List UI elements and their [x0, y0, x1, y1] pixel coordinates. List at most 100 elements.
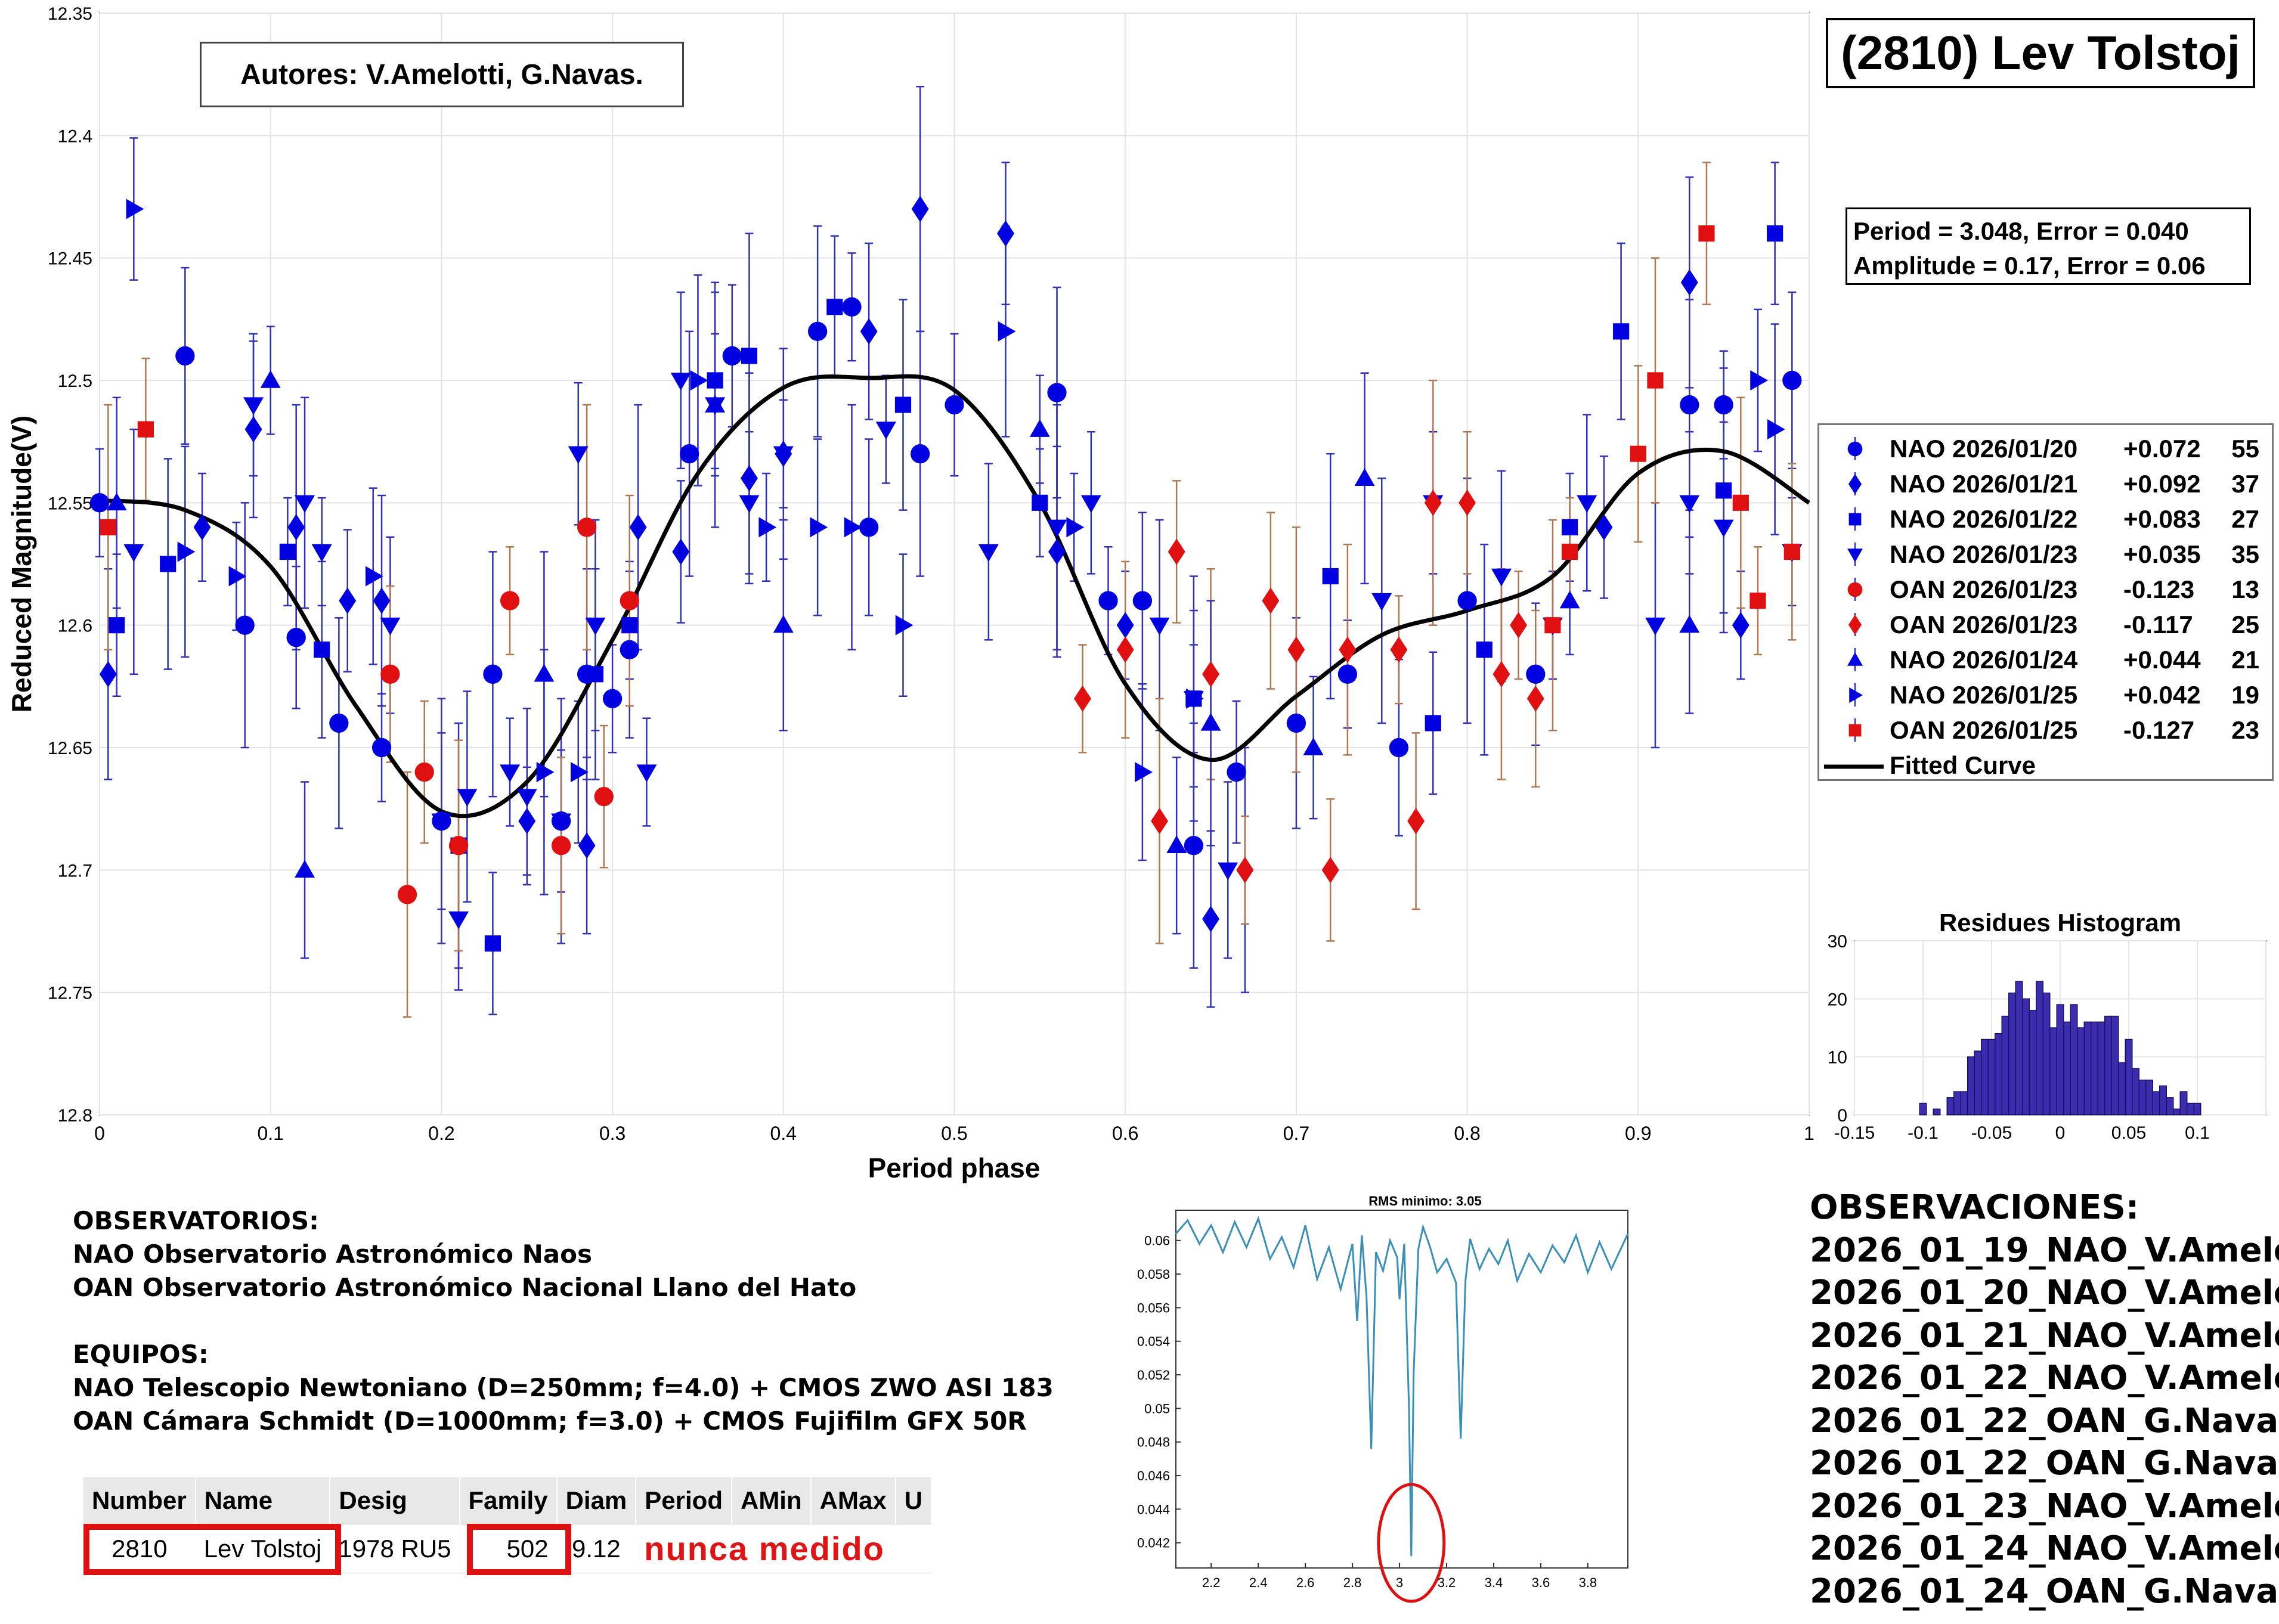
data-point: [587, 666, 604, 683]
data-point: [602, 689, 623, 709]
legend-count: 37: [2231, 470, 2259, 498]
rms-periodogram: RMS minimo: 3.05 2.2 2.4 2.6 2.8 3 3.2 3.4 3.6 3…: [1137, 1194, 1629, 1603]
rms-y-tick-label: 0.042: [1137, 1536, 1170, 1551]
data-point: [1595, 514, 1613, 541]
histogram-bar: [2187, 1102, 2194, 1115]
histogram-bar: [2049, 1027, 2057, 1115]
legend-offset: +0.092: [2123, 470, 2201, 498]
authors-box: Autores: V.Amelotti, G.Navas.: [200, 42, 684, 107]
legend-name: NAO 2026/01/24: [1890, 646, 2078, 674]
histogram-bar: [2015, 981, 2023, 1115]
observatory-equipment-notes: OBSERVATORIOS: NAO Observatorio Astronóm…: [73, 1204, 1054, 1438]
observatory-line: OAN Observatorio Astronómico Nacional Ll…: [73, 1273, 857, 1302]
table-header-cell: Family: [459, 1477, 558, 1524]
histogram-bar: [2077, 1027, 2085, 1115]
histogram-x-tick-label: -0.15: [1834, 1123, 1875, 1143]
legend-offset: +0.042: [2123, 681, 2201, 709]
highlight-family-frame: [467, 1524, 571, 1575]
table-header-cell: Number: [83, 1477, 196, 1524]
legend-offset: +0.044: [2123, 646, 2201, 674]
data-point: [397, 885, 417, 904]
data-point: [279, 543, 296, 560]
data-point: [1287, 636, 1305, 663]
data-point: [911, 444, 930, 464]
data-point: [672, 538, 690, 565]
legend-entry-fit: Fitted Curve: [1819, 748, 2272, 783]
rms-y-tick-label: 0.056: [1137, 1300, 1170, 1315]
x-tick-label: 1: [1804, 1123, 1814, 1144]
histogram-bar: [1995, 1033, 2002, 1115]
y-tick-label: 12.75: [48, 984, 92, 1003]
histogram-bar: [2056, 1004, 2064, 1115]
histogram-bar: [1987, 1039, 1996, 1115]
data-point: [1303, 737, 1324, 755]
data-point: [1613, 323, 1630, 340]
table-header-row: Number Name Desig Family Diam Period AMi…: [83, 1477, 933, 1524]
data-point: [1098, 591, 1118, 610]
observation-item: 2026_01_22_OAN_G.Navas_B: [1810, 1444, 2279, 1483]
data-point: [1066, 517, 1085, 538]
legend-count: 55: [2231, 435, 2259, 463]
legend-name: OAN 2026/01/23: [1890, 610, 2078, 639]
data-point: [859, 517, 879, 537]
data-point: [123, 544, 144, 562]
observation-item: 2026_01_24_NAO_V.Amelotti: [1810, 1529, 2279, 1568]
never-measured-note: nunca medido: [644, 1530, 885, 1567]
legend-offset: -0.117: [2123, 610, 2193, 639]
data-point: [875, 422, 896, 440]
equipment-line: NAO Telescopio Newtoniano (D=250mm; f=4.…: [73, 1373, 1054, 1402]
data-point: [860, 318, 878, 345]
legend-entry: NAO 2026/01/21 +0.092 37: [1819, 466, 2272, 501]
data-point: [1767, 225, 1783, 242]
observatory-line: NAO Observatorio Astronómico Naos: [73, 1239, 592, 1269]
legend-offset: +0.072: [2123, 435, 2201, 463]
data-point: [1227, 762, 1246, 782]
legend-entry: NAO 2026/01/20 +0.072 55: [1819, 431, 2272, 466]
histogram-y-tick-label: 0: [1837, 1106, 1847, 1126]
data-point: [1407, 808, 1425, 835]
histogram-bars: [1919, 981, 2201, 1115]
x-tick-label: 0.4: [770, 1123, 797, 1144]
data-point: [773, 446, 794, 464]
data-point: [620, 591, 639, 610]
histogram-bar: [2159, 1085, 2167, 1115]
histogram-x-tick-label: -0.1: [1908, 1123, 1939, 1143]
data-point: [741, 348, 758, 364]
y-tick-label: 12.7: [58, 861, 92, 881]
legend-marker-icon: [1848, 507, 1862, 531]
y-axis-label: Reduced Magnitude(V): [6, 416, 37, 712]
data-point: [578, 832, 596, 859]
data-point: [1714, 395, 1733, 415]
data-point: [244, 416, 262, 443]
legend-entry: NAO 2026/01/25 +0.042 19: [1819, 677, 2272, 712]
data-point: [629, 514, 647, 541]
data-point: [329, 713, 349, 733]
lightcurve-plot: 0 0.1 0.2 0.3 0.4 0.5 0.6 0.7 0.8 0.9 1 12.35 12.4 12…: [6, 4, 1814, 1183]
rms-y-tick-label: 0.054: [1137, 1334, 1170, 1349]
data-point: [286, 628, 306, 647]
data-point: [1168, 538, 1185, 565]
lightcurve-points: [89, 196, 1803, 952]
data-point: [1149, 617, 1170, 636]
data-point: [844, 517, 862, 538]
asteroid-title: (2810) Lev Tolstoj: [1826, 18, 2255, 88]
table-header-cell: Name: [195, 1477, 331, 1524]
data-point: [705, 395, 726, 413]
cell-number: 2810: [83, 1524, 196, 1573]
data-point: [1476, 641, 1493, 658]
legend-marker: [1847, 441, 1863, 457]
data-point: [160, 556, 177, 572]
rms-x-tick-label: 3.2: [1438, 1575, 1456, 1590]
histogram-tick-labels: 0 10 20 30 -0.15 -0.1 -0.05 0 0.05 0.1: [1828, 932, 2210, 1143]
data-point: [371, 737, 392, 758]
table-header-cell: Period: [636, 1477, 732, 1524]
legend-name: NAO 2026/01/20: [1890, 435, 2078, 463]
histogram-x-tick-label: -0.05: [1971, 1123, 2012, 1143]
data-point: [380, 664, 400, 684]
histogram-bar: [1919, 1102, 1927, 1115]
data-point: [1544, 617, 1561, 634]
observations-heading: OBSERVACIONES:: [1810, 1188, 2139, 1227]
data-point: [1732, 612, 1749, 639]
legend-entry: NAO 2026/01/22 +0.083 27: [1819, 501, 2272, 537]
data-point: [568, 446, 589, 464]
